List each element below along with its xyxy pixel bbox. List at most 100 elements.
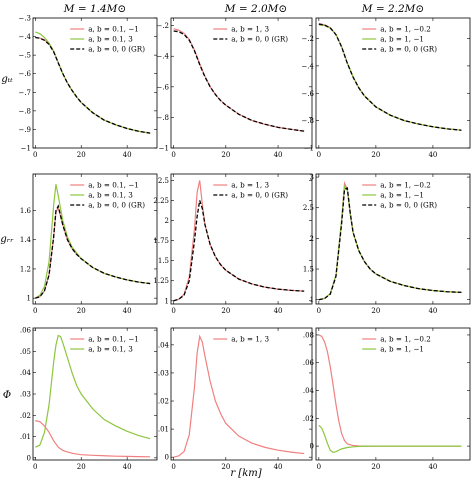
series-line-red [173, 334, 305, 458]
y-tick-label: 3 [310, 174, 314, 182]
column-title-1: M = 1.4M⊙ [63, 3, 126, 15]
series-line-black [35, 36, 151, 134]
y-tick-label: −1 [304, 145, 314, 153]
x-tick-label: 0 [33, 463, 37, 471]
x-tick-label: 20 [77, 307, 86, 315]
legend-label: a, b = 1, 3 [231, 335, 269, 344]
legend-label: a, b = 0, 0 (GR) [231, 35, 288, 44]
ylabel-row-1: gₜₜ [1, 74, 13, 85]
y-tick-label: 1.4 [20, 236, 32, 244]
legend-label: a, b = 0.1, 3 [88, 35, 133, 44]
plot-frame [170, 327, 313, 461]
y-tick-label: .06 [303, 359, 315, 367]
legend-label: a, b = 0.1, 3 [88, 191, 133, 200]
y-tick-label: −.6 [18, 70, 31, 78]
x-tick-label: 0 [171, 151, 175, 159]
y-tick-label: −.9 [18, 126, 31, 134]
plot-frame [315, 17, 471, 149]
y-tick-label: −.6 [301, 90, 314, 98]
series-line-black [35, 204, 151, 299]
y-tick-label: 0 [165, 454, 169, 462]
y-tick-label: 1.25 [153, 277, 169, 285]
series-line-black [318, 187, 462, 301]
y-tick-label: .03 [158, 369, 169, 377]
plot-frame [315, 173, 471, 305]
y-tick-label: −.4 [156, 53, 169, 61]
y-tick-label: 1.75 [153, 237, 169, 245]
series-line-red [173, 28, 305, 132]
x-tick-label: 40 [428, 151, 437, 159]
y-tick-label: −.5 [18, 52, 31, 60]
x-tick-label: 0 [171, 307, 175, 315]
legend-label: a, b = 0.1, −1 [88, 25, 139, 34]
legend-label: a, b = 0, 0 (GR) [231, 191, 288, 200]
x-tick-label: 40 [274, 307, 283, 315]
x-tick-label: 40 [274, 463, 283, 471]
y-tick-label: 1 [165, 297, 169, 305]
plot-frame [32, 17, 158, 149]
y-tick-label: 1.5 [158, 257, 169, 265]
y-tick-label: 0 [27, 454, 31, 462]
x-tick-label: 20 [371, 151, 380, 159]
panel-3-2: 0 20 40 0 .01 .02 .03 .04 a, b = 1, 3 [158, 327, 313, 471]
x-tick-label: 20 [371, 463, 380, 471]
y-tick-label: 2.5 [303, 204, 314, 212]
legend-label: a, b = 1, −1 [380, 35, 424, 44]
series-line-black [318, 23, 462, 131]
y-tick-label: 1.6 [20, 207, 32, 215]
series-line-green [318, 424, 462, 454]
y-tick-label: .02 [20, 412, 31, 420]
y-tick-label: 1 [27, 295, 31, 303]
y-tick-label: −1 [159, 145, 169, 153]
legend-label: a, b = 1, 3 [231, 25, 269, 34]
x-tick-label: 40 [274, 151, 283, 159]
plot-frame [170, 17, 313, 149]
legend-label: a, b = 1, −1 [380, 191, 424, 200]
y-tick-label: .04 [303, 387, 315, 395]
legend-label: a, b = 0, 0 (GR) [88, 45, 145, 54]
series-line-black [173, 200, 305, 302]
legend-label: a, b = 0, 0 (GR) [380, 45, 437, 54]
plot-frame [32, 173, 158, 305]
x-tick-label: 40 [428, 307, 437, 315]
x-tick-label: 20 [221, 151, 230, 159]
x-tick-label: 20 [371, 307, 380, 315]
series-line-red [35, 420, 151, 458]
panel-1-1: 0 20 40 −.3 −.4 −.5 −.6 −.7 −.8 −.9 −1 a, b = 0.1, … [18, 15, 158, 159]
y-tick-label: .01 [20, 433, 31, 441]
panel-grid: 0 20 40−.3−.4−.5−.6−.7−.8−.9−1a, b = 0.1, … [18, 15, 471, 471]
y-tick-label: −.8 [301, 117, 314, 125]
ylabel-row-2: gᵣᵣ [0, 234, 14, 245]
y-tick-label: 2 [165, 217, 169, 225]
x-tick-label: 20 [77, 463, 86, 471]
y-tick-label: −.8 [18, 107, 31, 115]
y-tick-label: −.3 [18, 15, 31, 23]
y-tick-label: 1 [310, 296, 314, 304]
panel-2-2: 0 20 40 1 1.25 1.5 1.75 2 2.25 2.5 a, b = 1, 3a, b… [153, 173, 313, 315]
y-tick-label: 1.5 [303, 266, 314, 274]
legend-label: a, b = 0.1, −1 [88, 335, 139, 344]
x-tick-label: 20 [221, 307, 230, 315]
x-tick-label: 0 [33, 151, 37, 159]
column-title-2: M = 2.0M⊙ [224, 3, 287, 15]
panel-3-3: 0 20 40 0 .02 .04 .06 .08 a, b = 1, −0.2a, b = 1… [303, 327, 471, 471]
y-tick-label: .04 [158, 341, 170, 349]
y-tick-label: −.6 [156, 83, 169, 91]
panel-1-2: 0 20 40 −.2 −.4 −.6 −.8 −1 a, b = 1, 3a, b = 0, … [156, 17, 313, 159]
y-tick-label: .08 [303, 331, 314, 339]
plot-frame [170, 173, 313, 305]
y-tick-label: −.7 [18, 89, 31, 97]
y-tick-label: −.4 [18, 33, 31, 41]
y-tick-label: −1 [21, 145, 31, 153]
y-tick-label: 0 [310, 443, 314, 451]
panel-3-1: 0 20 40 0 .01 .02 .03 .04 .05 .06 a, b = 0.1, −1a,… [20, 327, 158, 471]
legend-label: a, b = 0, 0 (GR) [88, 201, 145, 210]
x-tick-label: 0 [33, 307, 37, 315]
legend-label: a, b = 1, −0.2 [380, 335, 431, 344]
legend-label: a, b = 1, −0.2 [380, 181, 431, 190]
y-tick-label: .03 [20, 391, 31, 399]
legend-label: a, b = 0, 0 (GR) [380, 201, 437, 210]
x-tick-label: 40 [123, 151, 132, 159]
x-tick-label: 20 [77, 151, 86, 159]
